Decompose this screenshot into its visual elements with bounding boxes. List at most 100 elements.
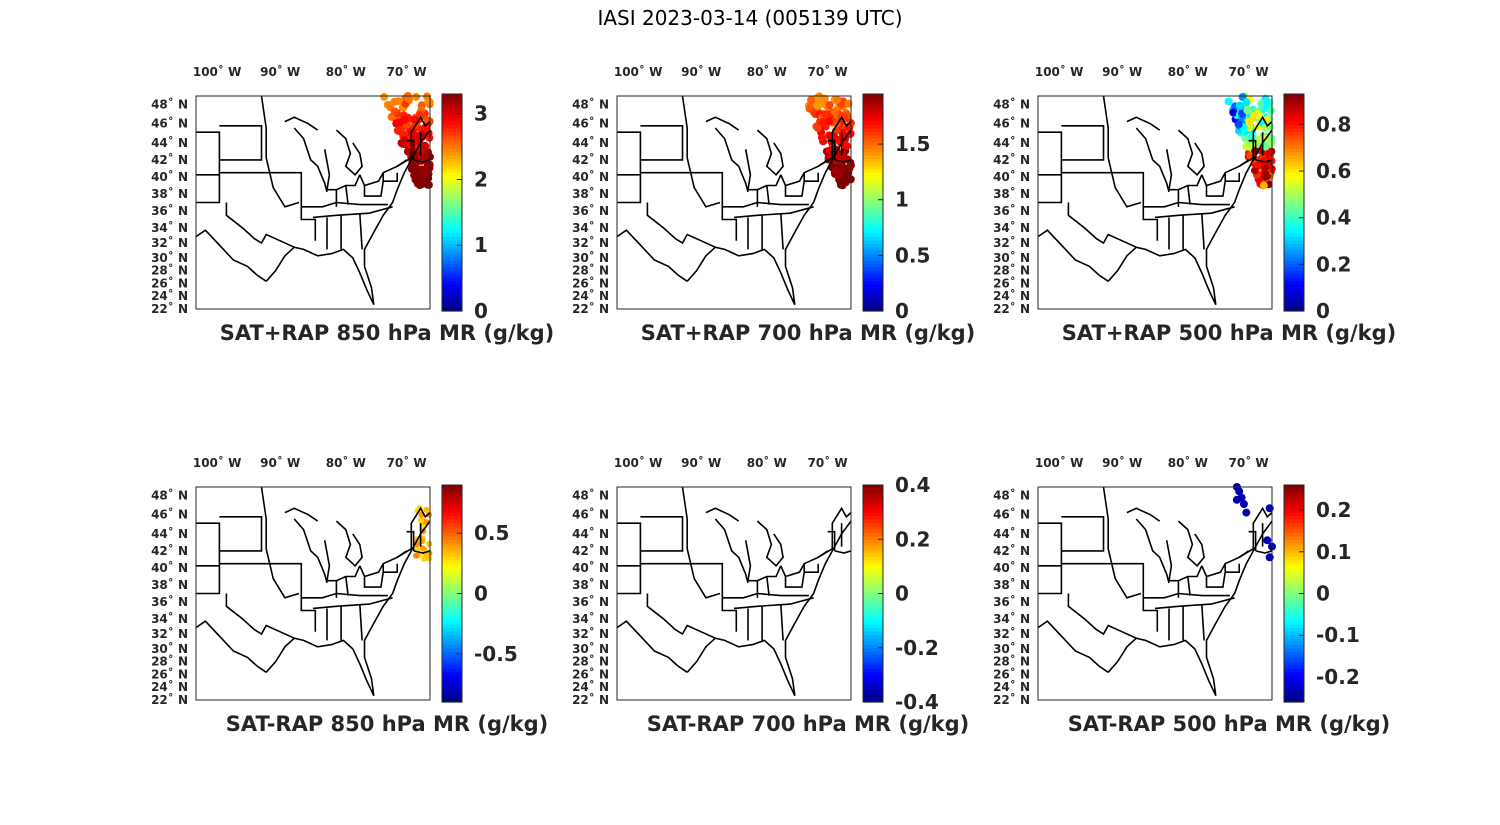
colorbar-segment	[863, 294, 883, 299]
swath-point	[426, 540, 433, 547]
state-boundary	[1187, 185, 1191, 205]
colorbar-segment	[442, 691, 462, 696]
lat-tick-label: 46˚ N	[151, 507, 188, 522]
swath-point	[1242, 508, 1251, 517]
lat-tick-label: 26˚ N	[572, 275, 609, 290]
colorbar-segment	[863, 222, 883, 227]
state-boundary	[640, 125, 684, 161]
state-boundary	[219, 562, 303, 598]
colorbar-segment	[442, 610, 462, 615]
colorbar-segment	[863, 168, 883, 173]
lon-tick-label: 100˚ W	[1035, 455, 1083, 470]
panel-4: 100˚ W 90˚ W 80˚ W 70˚ W 48˚ N 46˚ N 44˚ N 42˚ …	[151, 455, 548, 736]
colorbar-tick-label: 1	[895, 188, 909, 212]
colorbar-segment	[1284, 654, 1304, 659]
map-area	[196, 487, 430, 700]
lat-tick-label: 44˚ N	[993, 135, 1030, 150]
colorbar-segment	[863, 617, 883, 622]
colorbar-segment	[863, 205, 883, 210]
colorbar-segment	[442, 171, 462, 176]
colorbar-segment	[442, 151, 462, 156]
swath-point	[410, 165, 419, 174]
state-boundary	[225, 202, 295, 248]
colorbar-segment	[1284, 539, 1304, 544]
state-boundary	[1248, 139, 1257, 160]
state-boundary	[265, 129, 431, 306]
colorbar-segment	[1284, 216, 1304, 221]
panel-title: SAT+RAP 500 hPa MR (g/kg)	[1062, 321, 1396, 345]
colorbar-segment	[863, 661, 883, 666]
swath-point	[400, 116, 409, 124]
panel-title: SAT-RAP 850 hPa MR (g/kg)	[226, 712, 549, 736]
state-boundary	[300, 597, 317, 632]
state-boundary	[1248, 530, 1257, 551]
colorbar-segment	[442, 529, 462, 534]
state-boundary	[1201, 213, 1205, 250]
map-area	[1038, 96, 1272, 309]
colorbar-segment	[442, 104, 462, 109]
colorbar-frame	[1283, 93, 1305, 312]
colorbar-segment	[442, 508, 462, 513]
colorbar-segment	[1284, 637, 1304, 642]
state-boundary	[617, 131, 642, 204]
state-boundary	[1201, 604, 1205, 641]
colorbar-segment	[863, 131, 883, 136]
state-boundary	[396, 115, 431, 167]
colorbar-segment	[442, 185, 462, 190]
colorbar-segment	[863, 202, 883, 207]
state-boundary	[359, 604, 363, 641]
colorbar-segment	[442, 647, 462, 652]
colorbar-segment	[863, 573, 883, 578]
colorbar-tick-label: 3	[474, 102, 488, 126]
swath-point	[1248, 132, 1256, 141]
colorbar-segment	[442, 603, 462, 608]
colorbar-segment	[1284, 501, 1304, 506]
state-boundary	[733, 597, 814, 610]
colorbar-segment	[863, 678, 883, 683]
lat-tick-label: 24˚ N	[572, 288, 609, 303]
lat-tick-label: 42˚ N	[151, 152, 188, 167]
colorbar-segment	[1284, 161, 1304, 166]
colorbar-segment	[442, 94, 462, 98]
lat-tick-label: 26˚ N	[151, 275, 188, 290]
state-boundary	[784, 563, 805, 588]
state-boundary	[413, 550, 431, 554]
lon-tick-label: 70˚ W	[808, 455, 848, 470]
colorbar-segment	[442, 175, 462, 180]
state-boundary	[640, 516, 684, 552]
colorbar-segment	[442, 236, 462, 241]
colorbar-segment	[863, 600, 883, 605]
colorbar-segment	[442, 491, 462, 496]
lat-tick-label: 32˚ N	[993, 235, 1030, 250]
colorbar-segment	[863, 304, 883, 309]
map-frame	[1037, 95, 1273, 310]
colorbar-segment	[1284, 610, 1304, 615]
state-boundary	[1165, 540, 1173, 581]
colorbar-segment	[442, 552, 462, 557]
colorbar-segment	[1284, 688, 1304, 693]
state-boundary	[1154, 597, 1235, 610]
colorbar-segment	[863, 556, 883, 561]
colorbar-segment	[1284, 100, 1304, 105]
lon-tick-label: 70˚ W	[1229, 455, 1269, 470]
lat-tick-label: 42˚ N	[151, 543, 188, 558]
swath-point	[1235, 487, 1244, 496]
lon-tick-label: 80˚ W	[1168, 64, 1208, 79]
lat-tick-label: 24˚ N	[993, 679, 1030, 694]
colorbar-segment	[1284, 212, 1304, 217]
colorbar-segment	[442, 579, 462, 584]
colorbar-segment	[442, 233, 462, 238]
lat-tick-label: 32˚ N	[151, 235, 188, 250]
colorbar-segment	[1284, 668, 1304, 673]
colorbar-segment	[1284, 260, 1304, 265]
colorbar-segment	[863, 239, 883, 244]
colorbar-segment	[863, 613, 883, 618]
colorbar-segment	[442, 495, 462, 500]
colorbar-segment	[1284, 110, 1304, 115]
colorbar-segment	[1284, 199, 1304, 204]
map-area	[196, 96, 430, 309]
lat-tick-label: 34˚ N	[993, 220, 1030, 235]
colorbar-segment	[863, 114, 883, 119]
colorbar-segment	[442, 182, 462, 187]
state-boundary	[359, 213, 363, 250]
